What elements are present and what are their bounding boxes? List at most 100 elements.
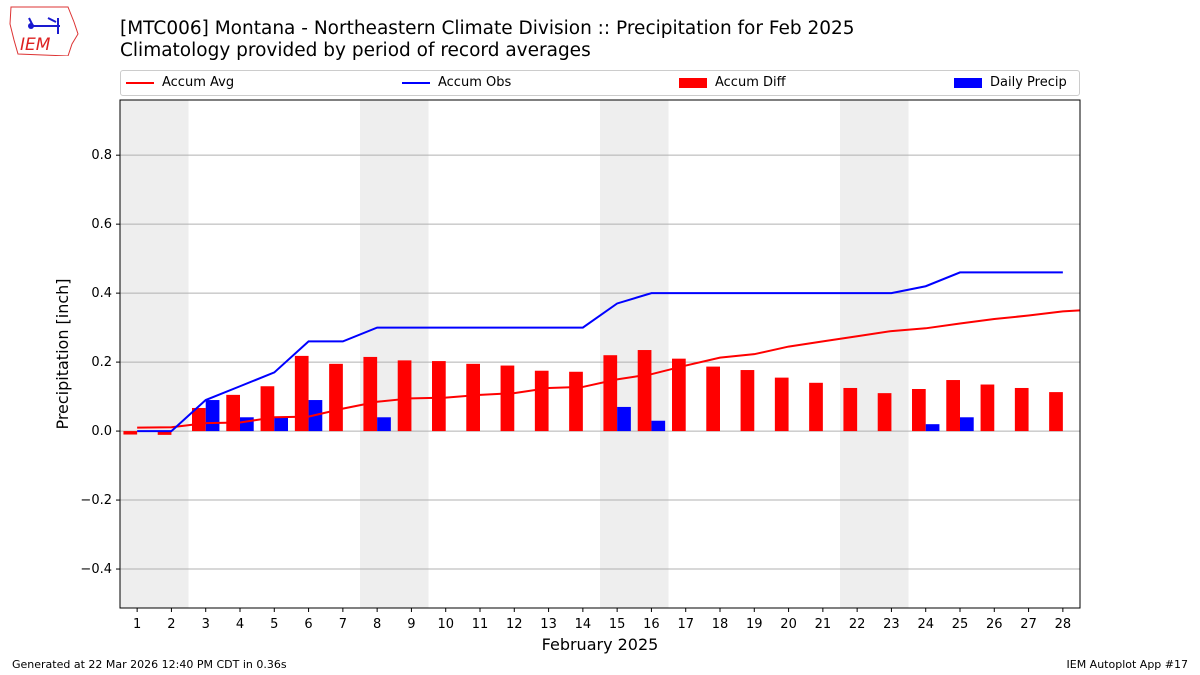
x-tick-label: 7 bbox=[339, 617, 347, 632]
y-tick-label: 0.0 bbox=[91, 424, 112, 439]
x-tick-label: 8 bbox=[373, 617, 381, 632]
accum-diff-bar bbox=[980, 384, 995, 432]
accum-diff-bar bbox=[877, 393, 892, 432]
accum-diff-bar bbox=[432, 361, 446, 432]
accum-diff-bar bbox=[192, 407, 206, 432]
accum-obs-line bbox=[137, 271, 1063, 433]
x-tick-label: 20 bbox=[780, 617, 797, 632]
x-tick-label: 5 bbox=[270, 617, 278, 632]
x-tick-label: 3 bbox=[202, 617, 210, 632]
accum-diff-bar bbox=[1014, 387, 1029, 432]
x-tick-label: 17 bbox=[677, 617, 694, 632]
x-tick-label: 27 bbox=[1020, 617, 1037, 632]
y-tick-label: 0.4 bbox=[91, 286, 112, 301]
legend-line-swatch bbox=[402, 81, 430, 84]
accum-diff-bar bbox=[226, 394, 240, 432]
daily-precip-bar bbox=[960, 417, 974, 432]
accum-diff-bar bbox=[363, 356, 378, 432]
daily-precip-bar bbox=[617, 406, 631, 432]
accum-diff-bar bbox=[123, 431, 138, 435]
daily-precip-bar bbox=[651, 420, 666, 432]
legend-label: Accum Diff bbox=[715, 75, 786, 90]
daily-precip-bar bbox=[240, 417, 254, 432]
svg-text:IEM: IEM bbox=[20, 35, 51, 55]
x-tick-label: 23 bbox=[883, 617, 900, 632]
accum-diff-bar bbox=[809, 382, 823, 432]
legend-accum-avg: Accum Avg bbox=[126, 75, 234, 90]
x-tick-label: 19 bbox=[746, 617, 763, 632]
chart-title: [MTC006] Montana - Northeastern Climate … bbox=[120, 18, 855, 62]
accum-diff-bar bbox=[534, 370, 549, 432]
weekend-shade bbox=[120, 100, 189, 608]
y-tick-label: −0.4 bbox=[80, 562, 112, 577]
accum-diff-bar bbox=[569, 371, 583, 432]
x-tick-label: 21 bbox=[815, 617, 832, 632]
accum-diff-bar bbox=[294, 355, 309, 432]
accum-diff-bar bbox=[706, 366, 720, 432]
legend-label: Accum Obs bbox=[438, 75, 512, 90]
iem-logo: IEM bbox=[8, 4, 80, 60]
accum-diff-bar bbox=[774, 377, 789, 432]
x-tick-label: 16 bbox=[643, 617, 660, 632]
x-tick-label: 6 bbox=[304, 617, 312, 632]
accum-diff-bar bbox=[1049, 392, 1063, 432]
daily-precip-bar bbox=[308, 400, 323, 432]
legend-label: Daily Precip bbox=[990, 75, 1067, 90]
x-tick-label: 9 bbox=[407, 617, 415, 632]
accum-diff-bar bbox=[946, 380, 960, 432]
x-tick-label: 15 bbox=[609, 617, 626, 632]
legend-bar-swatch bbox=[679, 77, 707, 88]
y-tick-label: −0.2 bbox=[80, 493, 112, 508]
daily-precip-bar bbox=[205, 400, 220, 432]
x-tick-label: 28 bbox=[1055, 617, 1072, 632]
accum-diff-bar bbox=[672, 358, 686, 432]
legend-bar-swatch bbox=[954, 77, 982, 88]
accum-diff-bar bbox=[912, 389, 926, 432]
accum-diff-bar bbox=[500, 365, 515, 432]
legend: Accum Avg Accum Obs Accum Diff Daily Pre… bbox=[120, 70, 1080, 96]
x-axis-label: February 2025 bbox=[542, 635, 659, 654]
weekend-shade bbox=[600, 100, 669, 608]
y-tick-label: 0.6 bbox=[91, 217, 112, 232]
x-tick-label: 22 bbox=[849, 617, 866, 632]
x-tick-label: 12 bbox=[506, 617, 523, 632]
weekend-shade bbox=[360, 100, 429, 608]
legend-line-swatch bbox=[126, 81, 154, 84]
accum-avg-line bbox=[137, 309, 1081, 429]
legend-accum-diff: Accum Diff bbox=[679, 75, 786, 90]
weekend-shade bbox=[840, 100, 909, 608]
x-tick-label: 2 bbox=[167, 617, 175, 632]
accum-diff-bar bbox=[466, 363, 480, 432]
y-axis-label: Precipitation [inch] bbox=[53, 278, 72, 429]
legend-daily-precip: Daily Precip bbox=[954, 75, 1067, 90]
accum-diff-bar bbox=[637, 350, 652, 432]
title-line-1: [MTC006] Montana - Northeastern Climate … bbox=[120, 18, 855, 39]
accum-diff-bar bbox=[260, 386, 275, 432]
daily-precip-bar bbox=[274, 417, 288, 432]
accum-diff-bar bbox=[740, 370, 755, 432]
footer-app: IEM Autoplot App #17 bbox=[1066, 658, 1189, 671]
x-tick-label: 13 bbox=[540, 617, 557, 632]
x-tick-label: 25 bbox=[952, 617, 969, 632]
y-tick-label: 0.8 bbox=[91, 148, 112, 163]
x-tick-label: 1 bbox=[133, 617, 141, 632]
x-tick-label: 11 bbox=[472, 617, 489, 632]
legend-accum-obs: Accum Obs bbox=[402, 75, 511, 90]
x-tick-label: 4 bbox=[236, 617, 244, 632]
x-tick-label: 26 bbox=[986, 617, 1003, 632]
plot-frame bbox=[119, 99, 1081, 609]
footer-generated: Generated at 22 Mar 2026 12:40 PM CDT in… bbox=[12, 658, 287, 671]
accum-diff-bar bbox=[603, 355, 618, 432]
x-tick-label: 14 bbox=[575, 617, 592, 632]
daily-precip-bar bbox=[925, 424, 940, 432]
x-tick-label: 10 bbox=[437, 617, 454, 632]
accum-diff-bar bbox=[843, 387, 858, 432]
daily-precip-bar bbox=[377, 417, 391, 432]
accum-diff-bar bbox=[329, 363, 343, 432]
y-tick-label: 0.2 bbox=[91, 355, 112, 370]
accum-diff-bar bbox=[157, 431, 172, 435]
legend-label: Accum Avg bbox=[162, 75, 235, 90]
subtitle: Climatology provided by period of record… bbox=[120, 40, 591, 61]
x-tick-label: 18 bbox=[712, 617, 729, 632]
